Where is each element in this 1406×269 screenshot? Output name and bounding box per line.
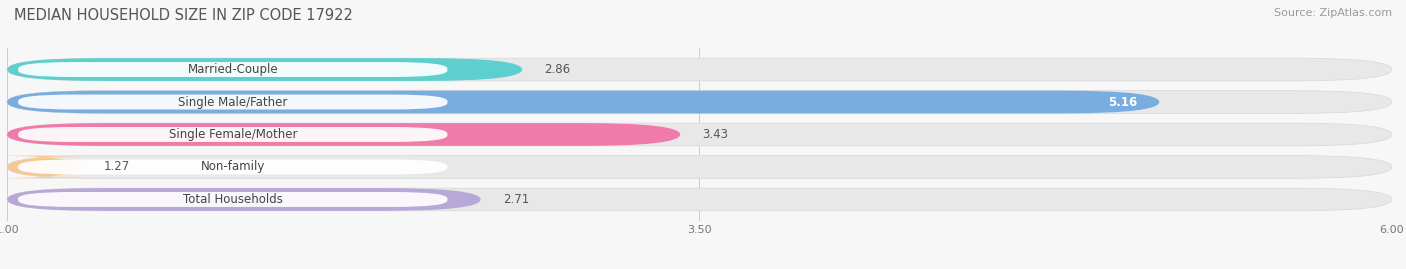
FancyBboxPatch shape bbox=[7, 155, 1392, 178]
FancyBboxPatch shape bbox=[7, 58, 522, 81]
Text: MEDIAN HOUSEHOLD SIZE IN ZIP CODE 17922: MEDIAN HOUSEHOLD SIZE IN ZIP CODE 17922 bbox=[14, 8, 353, 23]
Text: Single Male/Father: Single Male/Father bbox=[179, 95, 287, 108]
FancyBboxPatch shape bbox=[18, 192, 447, 207]
Text: 5.16: 5.16 bbox=[1108, 95, 1137, 108]
Text: 2.86: 2.86 bbox=[544, 63, 571, 76]
FancyBboxPatch shape bbox=[7, 91, 1392, 114]
FancyBboxPatch shape bbox=[18, 62, 447, 77]
Text: Source: ZipAtlas.com: Source: ZipAtlas.com bbox=[1274, 8, 1392, 18]
FancyBboxPatch shape bbox=[7, 123, 681, 146]
FancyBboxPatch shape bbox=[18, 160, 447, 175]
Text: Total Households: Total Households bbox=[183, 193, 283, 206]
Text: 3.43: 3.43 bbox=[702, 128, 728, 141]
FancyBboxPatch shape bbox=[7, 123, 1392, 146]
Text: 1.27: 1.27 bbox=[104, 161, 131, 174]
Text: 2.71: 2.71 bbox=[503, 193, 529, 206]
Text: Married-Couple: Married-Couple bbox=[187, 63, 278, 76]
FancyBboxPatch shape bbox=[18, 127, 447, 142]
FancyBboxPatch shape bbox=[7, 58, 1392, 81]
Text: Single Female/Mother: Single Female/Mother bbox=[169, 128, 297, 141]
Text: Non-family: Non-family bbox=[201, 161, 264, 174]
FancyBboxPatch shape bbox=[7, 188, 481, 211]
FancyBboxPatch shape bbox=[7, 188, 1392, 211]
FancyBboxPatch shape bbox=[0, 155, 104, 178]
FancyBboxPatch shape bbox=[18, 94, 447, 109]
FancyBboxPatch shape bbox=[7, 91, 1160, 114]
